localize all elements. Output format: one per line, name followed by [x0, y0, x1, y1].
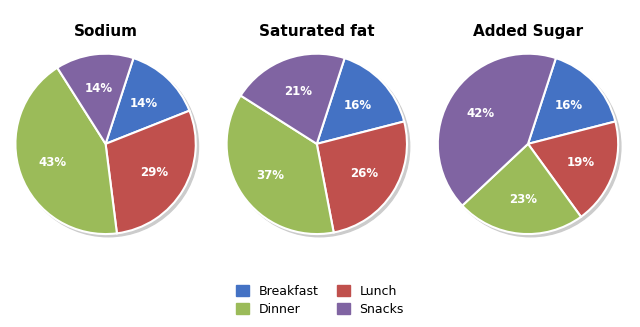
Wedge shape — [438, 54, 556, 206]
Wedge shape — [106, 111, 196, 233]
Text: 21%: 21% — [284, 85, 312, 98]
Legend: Breakfast, Dinner, Lunch, Snacks: Breakfast, Dinner, Lunch, Snacks — [231, 280, 409, 321]
Text: 42%: 42% — [467, 108, 495, 120]
Text: 16%: 16% — [555, 99, 583, 112]
Text: 16%: 16% — [344, 99, 372, 112]
Wedge shape — [317, 58, 404, 144]
Circle shape — [18, 56, 198, 237]
Circle shape — [229, 56, 410, 237]
Text: 14%: 14% — [84, 82, 113, 95]
Title: Added Sugar: Added Sugar — [473, 24, 583, 39]
Title: Sodium: Sodium — [74, 24, 138, 39]
Text: 14%: 14% — [130, 96, 158, 110]
Text: 23%: 23% — [509, 193, 537, 206]
Wedge shape — [528, 121, 618, 217]
Wedge shape — [227, 95, 333, 234]
Text: 43%: 43% — [39, 156, 67, 169]
Wedge shape — [462, 144, 581, 234]
Wedge shape — [57, 54, 134, 144]
Wedge shape — [106, 58, 189, 144]
Text: 26%: 26% — [350, 167, 378, 180]
Title: Saturated fat: Saturated fat — [259, 24, 374, 39]
Wedge shape — [317, 121, 407, 232]
Wedge shape — [15, 68, 117, 234]
Circle shape — [440, 56, 621, 237]
Wedge shape — [528, 58, 615, 144]
Text: 37%: 37% — [257, 169, 285, 182]
Wedge shape — [241, 54, 345, 144]
Text: 29%: 29% — [140, 166, 168, 179]
Text: 19%: 19% — [566, 156, 595, 169]
